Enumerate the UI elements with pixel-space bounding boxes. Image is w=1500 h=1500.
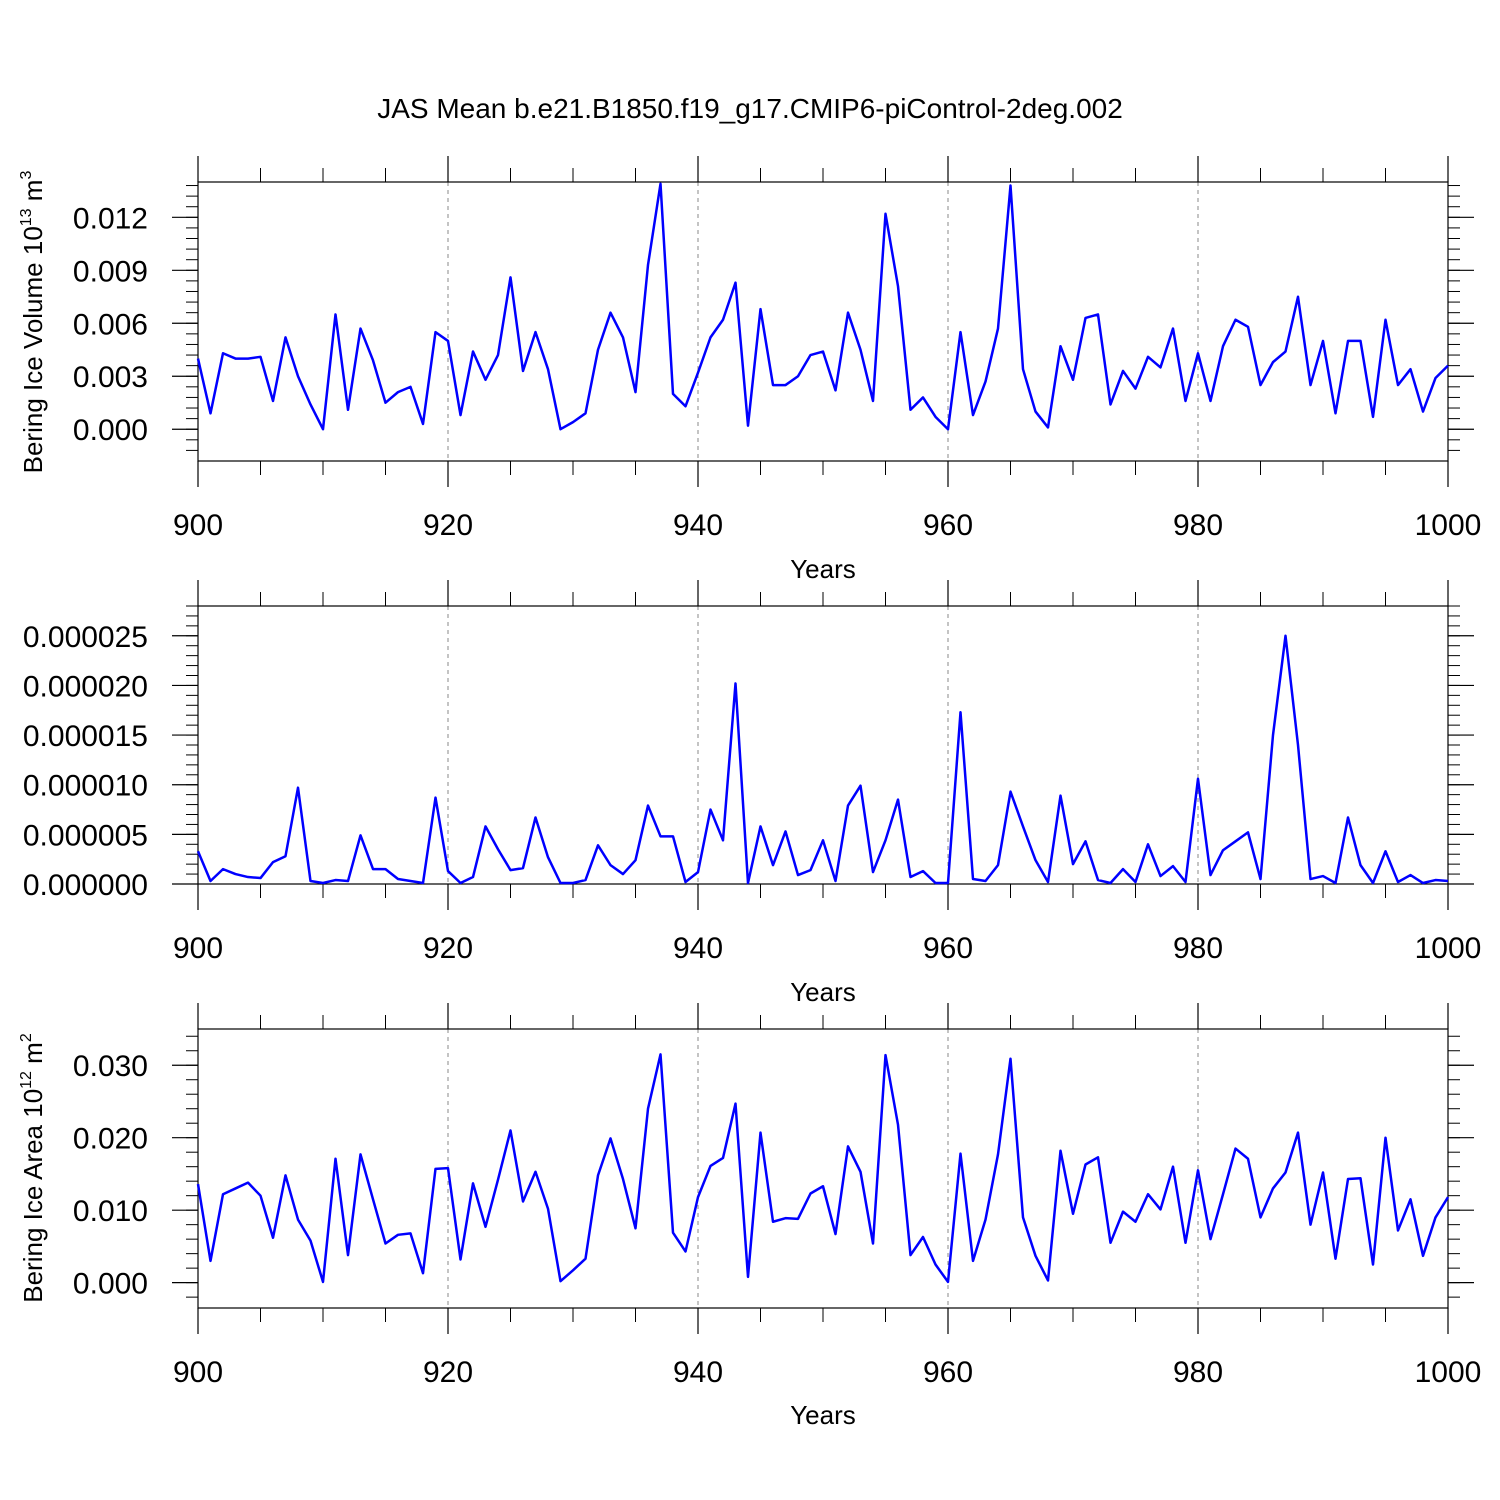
x-tick-label: 960 — [923, 932, 973, 965]
plot-frame — [197, 1028, 1449, 1309]
x-axis-label: Years — [790, 977, 856, 1007]
x-tick-label: 980 — [1173, 932, 1223, 965]
y-tick-label: 0.000015 — [23, 720, 148, 753]
x-tick-label: 940 — [673, 1356, 723, 1389]
x-tick-label: 1000 — [1415, 509, 1482, 542]
x-axis-label: Years — [790, 1400, 856, 1430]
y-tick-label: 0.030 — [73, 1050, 148, 1083]
panel-middle: 900 920 940 960 980 1000 0.000000 0.000005 0.00… — [23, 580, 1482, 1007]
x-tick-label: 900 — [173, 1356, 223, 1389]
plot-frame — [197, 605, 1449, 885]
x-tick-label: 900 — [173, 932, 223, 965]
y-tick-label: 0.012 — [73, 202, 148, 235]
series-line — [196, 1053, 1450, 1284]
y-tick-label: 0.000025 — [23, 621, 148, 654]
y-tick-label: 0.006 — [73, 308, 148, 341]
plot-frame — [197, 181, 1449, 462]
x-tick-label: 980 — [1173, 509, 1223, 542]
y-tick-label: 0.020 — [73, 1123, 148, 1156]
x-tick-label: 960 — [923, 509, 973, 542]
x-axis-label: Years — [790, 554, 856, 584]
panel-volume: 900 920 940 960 980 1000 0.000 0.003 0.006 0.009… — [18, 156, 1481, 584]
y-axis-label: Bering Ice Area 1012 m2 — [18, 1033, 48, 1303]
y-tick-label: 0.010 — [73, 1195, 148, 1228]
y-tick-label: 0.000 — [73, 414, 148, 447]
y-tick-label: 0.000 — [73, 1268, 148, 1301]
x-tick-label: 1000 — [1415, 1356, 1482, 1389]
y-tick-label: 0.000005 — [23, 819, 148, 852]
x-tick-label: 1000 — [1415, 932, 1482, 965]
y-tick-label: 0.000000 — [23, 869, 148, 902]
y-tick-label: 0.000020 — [23, 670, 148, 703]
y-tick-label: 0.000010 — [23, 770, 148, 803]
y-tick-label: 0.009 — [73, 255, 148, 288]
series-line — [196, 182, 1449, 431]
x-tick-label: 940 — [673, 509, 723, 542]
series-line — [196, 634, 1449, 885]
x-tick-label: 920 — [423, 1356, 473, 1389]
x-tick-label: 940 — [673, 932, 723, 965]
x-tick-label: 900 — [173, 509, 223, 542]
chart-title: JAS Mean b.e21.B1850.f19_g17.CMIP6-piCon… — [377, 93, 1123, 124]
x-tick-label: 960 — [923, 1356, 973, 1389]
x-tick-label: 920 — [423, 932, 473, 965]
y-tick-label: 0.003 — [73, 361, 148, 394]
panel-area: 900 920 940 960 980 1000 0.000 0.010 0.020 0.030… — [18, 1003, 1481, 1430]
x-tick-label: 920 — [423, 509, 473, 542]
x-tick-label: 980 — [1173, 1356, 1223, 1389]
y-axis-label: Bering Ice Volume 1013 m3 — [18, 171, 48, 474]
